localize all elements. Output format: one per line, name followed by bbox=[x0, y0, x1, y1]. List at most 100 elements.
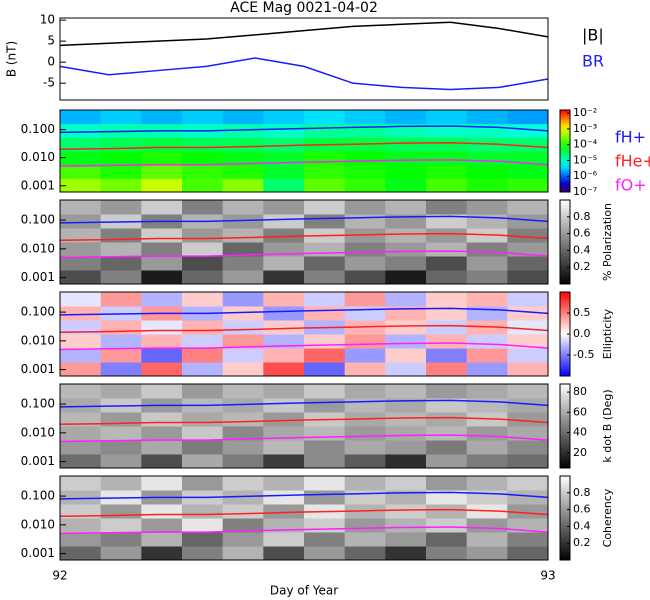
heatmap-cell bbox=[304, 151, 346, 166]
heatmap-cell bbox=[60, 256, 102, 271]
heatmap-cell bbox=[426, 320, 468, 335]
heatmap-cell bbox=[182, 164, 224, 179]
heatmap-cell bbox=[263, 532, 305, 547]
heatmap-cell bbox=[304, 214, 346, 229]
colorbar-tick-label: 60 bbox=[573, 405, 587, 418]
colorbar-tick-label: 40 bbox=[573, 426, 587, 439]
heatmap-cell bbox=[507, 137, 549, 152]
heatmap-cell bbox=[60, 214, 102, 229]
data-line bbox=[59, 434, 549, 443]
heatmap-cell bbox=[466, 306, 508, 321]
colorbar-tick-label: 0.8 bbox=[573, 486, 591, 499]
heatmap-cell bbox=[182, 151, 224, 166]
colorbar-tick-label: 10⁻² bbox=[573, 106, 597, 119]
heatmap-cell bbox=[507, 123, 549, 138]
heatmap-cell bbox=[385, 292, 427, 307]
heatmap-cell bbox=[426, 348, 468, 363]
heatmap-cell bbox=[263, 256, 305, 271]
data-line bbox=[59, 307, 549, 316]
heatmap-cell bbox=[385, 518, 427, 533]
heatmap-cell bbox=[182, 546, 224, 561]
heatmap-cell bbox=[426, 334, 468, 349]
heatmap-cell bbox=[263, 270, 305, 285]
heatmap-cell bbox=[385, 200, 427, 215]
heatmap-cell bbox=[426, 546, 468, 561]
heatmap-cell bbox=[100, 362, 142, 377]
heatmap-cell bbox=[100, 546, 142, 561]
heatmap-cell bbox=[466, 348, 508, 363]
y-tick-label: 0.100 bbox=[21, 213, 55, 227]
heatmap-cell bbox=[100, 110, 142, 125]
heatmap-cell bbox=[344, 164, 386, 179]
plot-frame bbox=[59, 17, 549, 101]
heatmap-cell bbox=[263, 110, 305, 125]
heatmap-cell bbox=[304, 454, 346, 469]
heatmap-cell bbox=[385, 151, 427, 166]
heatmap-cell bbox=[60, 362, 102, 377]
heatmap-cell bbox=[100, 426, 142, 441]
heatmap-cell bbox=[426, 242, 468, 257]
heatmap-cell bbox=[344, 546, 386, 561]
heatmap-cell bbox=[141, 256, 183, 271]
heatmap-cell bbox=[385, 504, 427, 519]
heatmap-cell bbox=[222, 532, 264, 547]
heatmap-cell bbox=[426, 454, 468, 469]
heatmap-cell bbox=[507, 292, 549, 307]
heatmap-cell bbox=[263, 306, 305, 321]
heatmap-cell bbox=[182, 518, 224, 533]
heatmap-cell bbox=[304, 292, 346, 307]
heatmap-cell bbox=[304, 426, 346, 441]
heatmap-cell bbox=[182, 270, 224, 285]
heatmap-cell bbox=[304, 518, 346, 533]
heatmap-cell bbox=[222, 151, 264, 166]
heatmap-cell bbox=[426, 151, 468, 166]
heatmap-cell bbox=[466, 476, 508, 491]
y-tick-label: -5 bbox=[43, 76, 55, 90]
x-tick-label: 93 bbox=[540, 569, 555, 583]
heatmap-cell bbox=[426, 270, 468, 285]
heatmap-cell bbox=[60, 270, 102, 285]
colorbar-tick-label: 10⁻⁴ bbox=[573, 138, 598, 151]
heatmap-cell bbox=[182, 454, 224, 469]
heatmap-cell bbox=[100, 384, 142, 399]
heatmap-cell bbox=[141, 384, 183, 399]
heatmap-cell bbox=[344, 348, 386, 363]
heatmap-cell bbox=[426, 398, 468, 413]
heatmap-cell bbox=[60, 292, 102, 307]
heatmap-cell bbox=[426, 110, 468, 125]
heatmap-cell bbox=[141, 242, 183, 257]
heatmap-cell bbox=[182, 504, 224, 519]
plot-frame bbox=[59, 199, 549, 285]
heatmap-cell bbox=[304, 334, 346, 349]
heatmap-cell bbox=[344, 362, 386, 377]
data-line bbox=[59, 21, 549, 47]
y-tick-label: 0.100 bbox=[21, 305, 55, 319]
heatmap-cell bbox=[141, 178, 183, 193]
colorbar-tick-label: 0.0 bbox=[573, 327, 591, 340]
heatmap-cell bbox=[385, 110, 427, 125]
heatmap-cell bbox=[141, 151, 183, 166]
colorbar-tick-label: -0.5 bbox=[573, 348, 594, 361]
heatmap-cell bbox=[304, 362, 346, 377]
data-line bbox=[59, 142, 549, 150]
heatmap-cell bbox=[182, 334, 224, 349]
heatmap-cell bbox=[426, 123, 468, 138]
colorbar-label: Ellipticity bbox=[601, 308, 614, 359]
data-line bbox=[59, 491, 549, 500]
heatmap-cell bbox=[141, 412, 183, 427]
heatmap-cell bbox=[141, 362, 183, 377]
y-tick-label: 0.010 bbox=[21, 241, 55, 255]
heatmap-cell bbox=[263, 504, 305, 519]
heatmap-cell bbox=[141, 532, 183, 547]
heatmap-cell bbox=[263, 384, 305, 399]
heatmap-cell bbox=[222, 270, 264, 285]
heatmap-cell bbox=[182, 426, 224, 441]
colorbar-tick-label: 0.8 bbox=[573, 210, 591, 223]
heatmap-cell bbox=[182, 137, 224, 152]
heatmap-cell bbox=[466, 384, 508, 399]
heatmap-cell bbox=[507, 476, 549, 491]
heatmap-cell bbox=[304, 348, 346, 363]
heatmap-cell bbox=[263, 214, 305, 229]
heatmap-cell bbox=[100, 532, 142, 547]
heatmap-cell bbox=[507, 518, 549, 533]
